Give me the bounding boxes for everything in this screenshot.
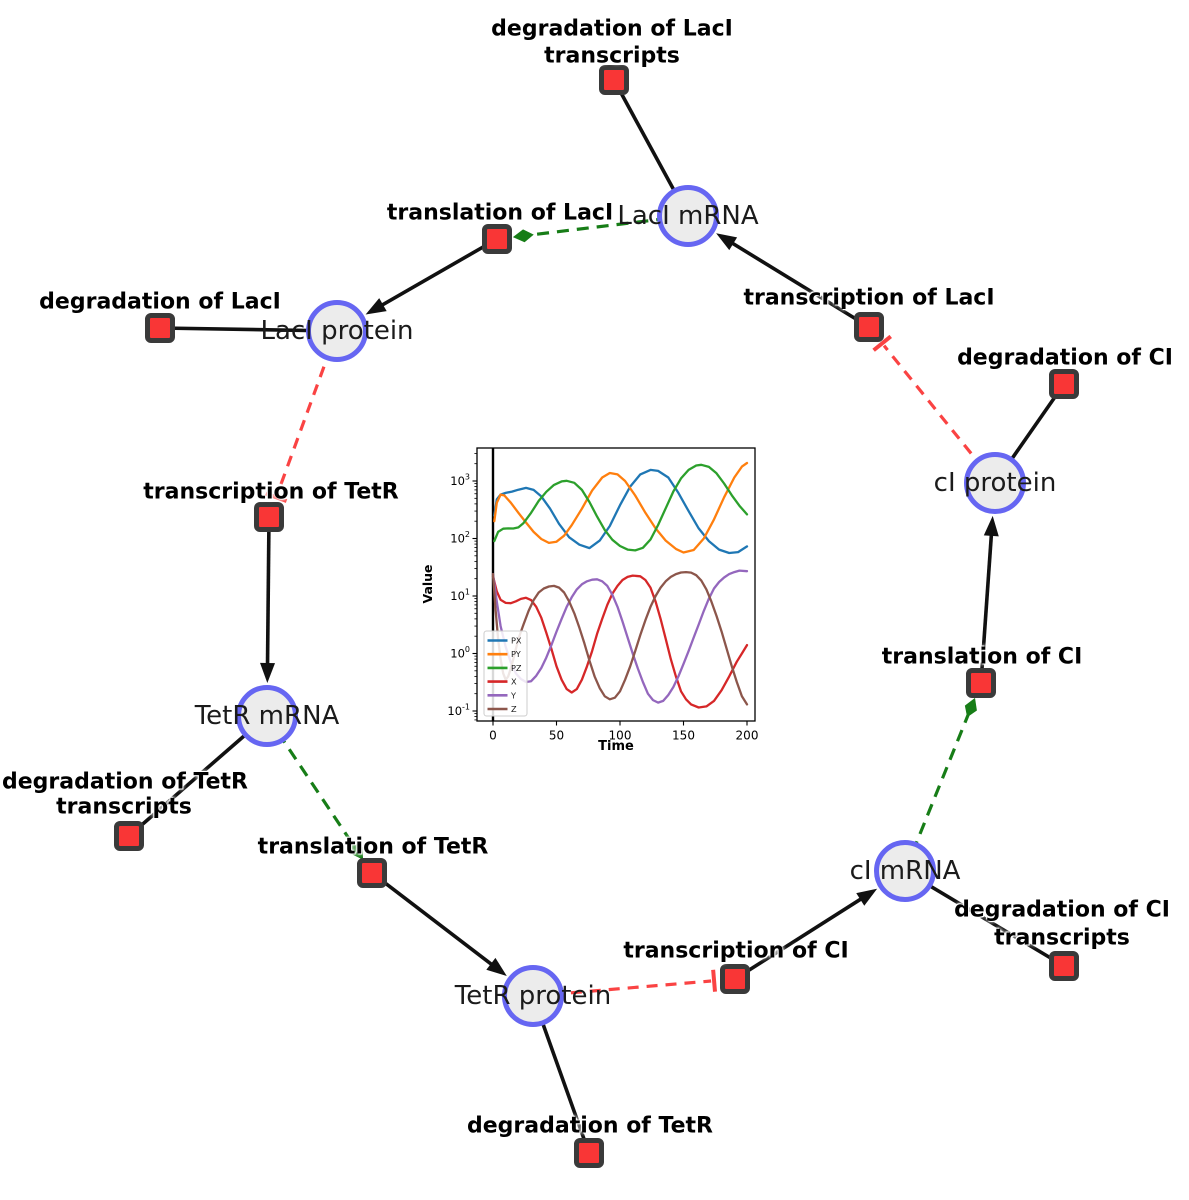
edge-modifier-laci_mrna-to-translation_laci-arrowhead-icon	[512, 229, 534, 243]
reaction-label-deg_laci_tx-line2: transcripts	[544, 43, 680, 69]
species-label-tetr_mrna: TetR mRNA	[194, 701, 340, 731]
reaction-label-deg_laci-line1: degradation of LacI	[39, 289, 281, 315]
reaction-label-deg_tetr_tx-line2: transcripts	[56, 794, 192, 820]
legend-label-Z: Z	[511, 704, 517, 714]
y-tick-label: 103	[450, 473, 470, 489]
edge-product-translation_tetr-to-tetr_protein-arrowhead-icon	[486, 957, 507, 976]
edge-inhibition-laci_protein-to-transcription_tetr-inhibitor-bar-icon	[265, 491, 288, 503]
reaction-label-deg_laci_tx-line1: degradation of LacI	[491, 16, 733, 42]
edge-product-translation_ci-to-ci_protein-arrowhead-icon	[983, 515, 999, 537]
reaction-label-deg_ci_tx-line2: transcripts	[994, 925, 1130, 951]
legend-label-PX: PX	[511, 636, 522, 646]
legend-label-PZ: PZ	[511, 663, 522, 673]
reaction-label-transcription_tetr-line1: transcription of TetR	[143, 479, 399, 505]
reaction-label-transcription_laci-line1: transcription of LacI	[743, 285, 995, 311]
edge-product-translation_tetr-to-tetr_protein	[370, 871, 495, 968]
reaction-node-translation_tetr	[357, 858, 387, 888]
legend-label-Y: Y	[510, 690, 517, 700]
x-tick-label: 0	[489, 729, 497, 743]
series-curve-Y	[491, 569, 749, 704]
reaction-label-translation_ci-line1: translation of CI	[881, 644, 1083, 670]
edge-product-transcription_laci-to-laci_mrna	[729, 240, 870, 329]
reaction-label-deg_ci-line1: degradation of CI	[957, 345, 1173, 371]
reaction-node-translation_ci	[966, 668, 996, 698]
reaction-node-deg_laci_tx	[599, 65, 629, 95]
edge-inhibition-ci_protein-to-transcription_laci-inhibitor-bar-icon	[872, 334, 893, 352]
x-tick-label: 200	[736, 729, 759, 743]
reaction-node-translation_laci	[482, 224, 512, 254]
y-tick-label: 102	[450, 530, 470, 546]
edge-product-transcription_tetr-to-tetr_mrna	[265, 516, 271, 667]
species-node-tetr_protein	[502, 965, 564, 1027]
reaction-label-translation_laci-line1: translation of LacI	[386, 200, 614, 226]
y-tick-label: 101	[450, 588, 470, 604]
edge-product-translation_ci-to-ci_protein	[979, 532, 994, 684]
edge-modifier-ci_mrna-to-translation_ci-arrowhead-icon	[964, 697, 977, 718]
x-tick-label: 100	[609, 729, 632, 743]
species-node-ci_mrna	[874, 840, 936, 902]
species-label-ci_protein: cI protein	[933, 468, 1057, 498]
reaction-node-transcription_tetr	[254, 502, 284, 532]
reaction-label-deg_tetr-line1: degradation of TetR	[466, 1113, 714, 1139]
x-tick-label: 150	[672, 729, 695, 743]
series-curve-PY	[493, 461, 749, 554]
reaction-node-transcription_laci	[854, 312, 884, 342]
reaction-label-transcription_ci-line1: transcription of CI	[623, 938, 849, 964]
reaction-node-deg_ci	[1049, 369, 1079, 399]
series-curve-PX	[493, 468, 749, 555]
reaction-node-deg_laci	[145, 313, 175, 343]
edge-product-transcription_tetr-to-tetr_mrna-arrowhead-icon	[260, 662, 276, 684]
y-tick-label: 100	[450, 645, 470, 661]
y-axis-label: Value	[420, 564, 435, 603]
series-curve-PZ	[493, 463, 749, 552]
edge-product-transcription_laci-to-laci_mrna-arrowhead-icon	[716, 233, 738, 251]
edge-product-transcription_ci-to-ci_mrna-arrowhead-icon	[856, 888, 878, 906]
species-node-laci_mrna	[657, 185, 719, 247]
edge-modifier-tetr_mrna-to-translation_tetr-arrowhead-icon	[351, 842, 364, 860]
species-node-ci_protein	[964, 452, 1026, 514]
species-node-laci_protein	[306, 300, 368, 362]
reaction-node-deg_tetr	[574, 1138, 604, 1168]
x-axis-label: Time	[598, 739, 634, 754]
reaction-node-deg_ci_tx	[1049, 951, 1079, 981]
legend-label-X: X	[511, 677, 517, 687]
reaction-label-deg_tetr_tx-line1: degradation of TetR	[1, 769, 249, 795]
y-tick-label: 10-1	[447, 703, 470, 719]
reaction-node-deg_tetr_tx	[114, 821, 144, 851]
reaction-label-translation_tetr-line1: translation of TetR	[257, 834, 489, 860]
species-node-tetr_mrna	[236, 685, 298, 747]
species-label-ci_mrna: cI mRNA	[849, 856, 961, 886]
edge-inhibition-tetr_protein-to-transcription_ci-inhibitor-bar-icon	[711, 969, 717, 992]
edge-product-translation_laci-to-laci_protein-arrowhead-icon	[365, 298, 387, 315]
edge-product-transcription_ci-to-ci_mrna	[734, 896, 864, 981]
legend-label-PY: PY	[511, 649, 522, 659]
edge-product-translation_laci-to-laci_protein	[379, 237, 498, 308]
species-label-tetr_protein: TetR protein	[454, 981, 612, 1011]
species-label-laci_protein: LacI protein	[260, 316, 414, 346]
reaction-label-deg_ci_tx-line1: degradation of CI	[954, 897, 1170, 923]
reaction-node-transcription_ci	[720, 964, 750, 994]
plot-frame	[476, 447, 756, 722]
series-curve-X	[491, 574, 749, 709]
species-label-laci_mrna: LacI mRNA	[617, 201, 759, 231]
x-tick-label: 50	[549, 729, 564, 743]
